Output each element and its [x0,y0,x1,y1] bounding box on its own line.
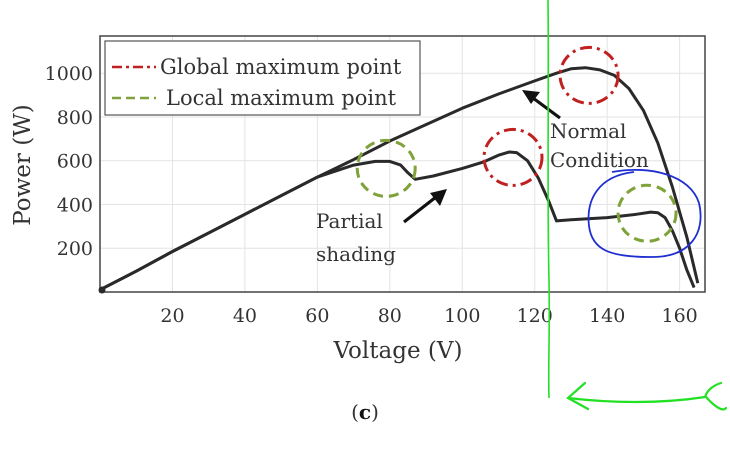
y-tick-label: 600 [57,151,93,173]
x-tick-label: 60 [305,305,329,327]
legend: Global maximum point Local maximum point [104,40,421,116]
legend-box [104,40,421,116]
y-axis-title: Power (W) [10,104,36,226]
y-tick-label: 1000 [45,63,93,85]
plot-area-frame [99,35,706,293]
annotation-normal-line1: Normal [550,119,626,143]
x-tick-label: 140 [589,305,625,327]
arrow-partial [403,195,437,224]
arrow-normal-head [522,90,540,104]
annotation-normal: Normal Condition [522,90,649,172]
annotation-normal-line2: Condition [550,148,649,172]
origin-point [98,286,106,294]
markers [355,45,678,243]
annotation-partial: Partial shading [316,189,447,266]
y-tick-labels: 1000 800 600 400 200 [45,63,93,260]
figure-caption: (c) [351,400,379,424]
x-axis-title: Voltage (V) [333,338,463,364]
hand-annotations [547,0,728,411]
y-tick-label: 800 [57,107,93,129]
x-tick-label: 40 [233,305,257,327]
x-tick-label: 160 [662,305,698,327]
y-tick-label: 200 [57,238,93,260]
x-tick-label: 80 [378,305,402,327]
y-tick-label: 400 [57,194,93,216]
global-max-marker [558,45,620,105]
arrow-partial-head [430,189,447,206]
x-tick-label: 100 [444,305,480,327]
hand-blue-circle [587,168,702,258]
global-max-marker [482,127,544,187]
legend-label-local: Local maximum point [166,86,397,110]
hand-vertical-line [547,0,551,399]
local-max-marker [616,183,678,243]
local-max-marker [355,138,417,198]
annotation-partial-line2: shading [316,242,396,266]
annotation-partial-line1: Partial [316,209,383,233]
x-tick-label: 20 [160,305,184,327]
hand-double-arrow [566,381,728,411]
arrow-normal [532,96,561,120]
series-line-partial [99,150,696,292]
x-tick-labels: 20 40 60 80 100 120 140 160 [160,305,697,327]
x-tick-label: 120 [517,305,553,327]
legend-label-global: Global maximum point [160,55,402,79]
